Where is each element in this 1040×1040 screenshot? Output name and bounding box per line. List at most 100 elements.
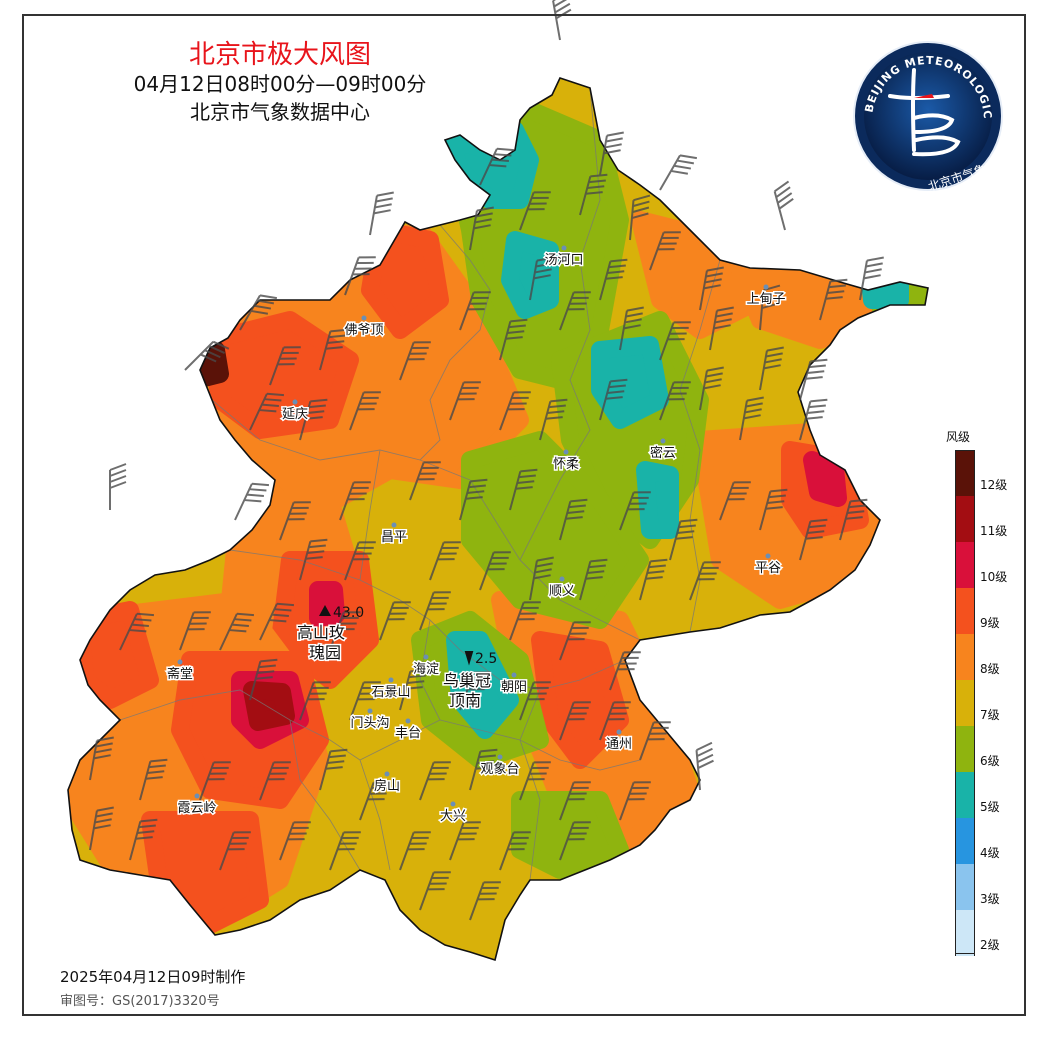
wind-barb-icon	[479, 147, 515, 186]
wind-barb-icon	[799, 358, 828, 401]
wind-barb-icon	[619, 491, 651, 531]
max-wind-marker: 43.0 高山玫 瑰园	[296, 605, 364, 664]
wind-barb-icon	[629, 194, 651, 241]
wind-barb-icon	[429, 541, 461, 581]
wind-barb-icon	[399, 668, 428, 711]
wind-barb-icon	[759, 488, 788, 531]
min-triangle-icon	[464, 651, 474, 666]
station-dot	[660, 438, 666, 444]
wind-barb-icon	[599, 131, 624, 176]
wind-barb-icon	[609, 651, 641, 691]
station-dot	[497, 754, 503, 760]
wind-barb-icon	[139, 758, 168, 801]
station-label: 佛爷顶	[344, 323, 383, 338]
wind-barb-icon	[319, 748, 348, 791]
legend-label: 3级	[980, 892, 1000, 906]
wind-barb-icon	[759, 346, 784, 391]
station-dot	[177, 659, 183, 665]
wind-barb-icon	[399, 831, 431, 871]
station-label: 平谷	[755, 561, 781, 576]
legend-label: 9级	[980, 616, 1000, 630]
wind-barb-icon	[529, 556, 554, 601]
wind-barb-icon	[329, 831, 361, 871]
wind-zone	[461, 431, 649, 629]
station-label: 顺义	[549, 584, 575, 599]
bms-logo: BEIJING METEOROLOGICAL SERVICE 北京市气象局	[852, 40, 1003, 192]
legend-label: 2级	[980, 938, 1000, 952]
wind-barb-icon	[509, 468, 538, 511]
wind-barb-icon	[773, 180, 794, 231]
station-label: 大兴	[440, 809, 466, 824]
station-label: 汤河口	[544, 253, 583, 268]
min-wind-value: 2.5	[475, 651, 497, 667]
legend-label: 10级	[980, 570, 1008, 584]
station-label: 房山	[374, 778, 400, 794]
station-label: 霞云岭	[177, 801, 216, 816]
station-dot	[423, 654, 429, 660]
map-frame	[22, 14, 1026, 1016]
wind-barb-icon	[109, 463, 127, 510]
station-dot	[450, 801, 456, 807]
wind-barb-icon	[559, 701, 591, 741]
station-dot	[616, 729, 622, 735]
wind-barb-icon	[579, 173, 608, 216]
station-dot	[292, 399, 298, 405]
wind-barb-icon	[639, 558, 668, 601]
wind-barb-icon	[519, 761, 551, 801]
wind-barb-icon	[499, 831, 531, 871]
wind-barb-icon	[659, 381, 691, 421]
wind-barb-icon	[419, 761, 451, 801]
max-station-line2: 瑰园	[309, 643, 341, 662]
wind-barb-icon	[344, 256, 376, 296]
station-label: 怀柔	[553, 457, 579, 472]
wind-barb-icon	[649, 231, 681, 271]
wind-barb-icon	[279, 501, 311, 541]
wind-barb-icon	[129, 818, 158, 861]
station-label: 观象台	[480, 762, 519, 777]
min-wind-marker: 2.5 鸟巢冠 顶南	[442, 651, 497, 712]
wind-barb-icon	[459, 671, 491, 711]
wind-barb-icon	[539, 398, 568, 441]
wind-barb-icon	[619, 306, 644, 351]
station-label: 丰台	[395, 726, 421, 741]
wind-barb-icon	[819, 278, 848, 321]
station-dot	[384, 771, 390, 777]
wind-barb-icon	[859, 256, 884, 301]
wind-barb-icon	[499, 391, 531, 431]
wind-barb-icon	[499, 318, 528, 361]
max-wind-value: 43.0	[333, 605, 364, 621]
wind-barb-icon	[699, 266, 724, 311]
legend-title: 风级	[946, 430, 971, 444]
station-label: 石景山	[371, 685, 410, 700]
wind-barb-icon	[89, 806, 114, 851]
station-label: 朝阳	[501, 680, 527, 695]
wind-barb-icon	[719, 481, 751, 521]
wind-barb-icon	[259, 761, 291, 801]
wind-barb-icon	[529, 256, 554, 301]
wind-barb-icon	[459, 291, 491, 331]
station-label: 海淀	[413, 662, 439, 677]
wind-barb-icon	[249, 658, 278, 701]
wind-barb-icon	[279, 821, 311, 861]
station-dot	[361, 315, 367, 321]
station-dot	[194, 793, 200, 799]
wind-barb-icon	[409, 461, 441, 501]
wind-barb-icon	[329, 611, 361, 651]
station-label: 延庆	[282, 407, 308, 422]
station-label: 斋堂	[167, 666, 193, 682]
wind-barb-icon	[559, 621, 591, 661]
wind-zone	[201, 311, 359, 439]
wind-barb-icon	[519, 191, 551, 231]
legend-label: 4级	[980, 846, 1000, 860]
wind-barb-icon	[89, 736, 114, 781]
wind-barb-icon	[552, 0, 572, 41]
legend-label: 11级	[980, 524, 1008, 538]
wind-barb-icon	[419, 871, 451, 911]
wind-barb-icon	[599, 258, 628, 301]
wind-barb-icon	[669, 518, 698, 561]
wind-barb-icon	[369, 191, 394, 236]
wind-barb-icon	[579, 558, 608, 601]
wind-barb-icon	[319, 328, 348, 371]
